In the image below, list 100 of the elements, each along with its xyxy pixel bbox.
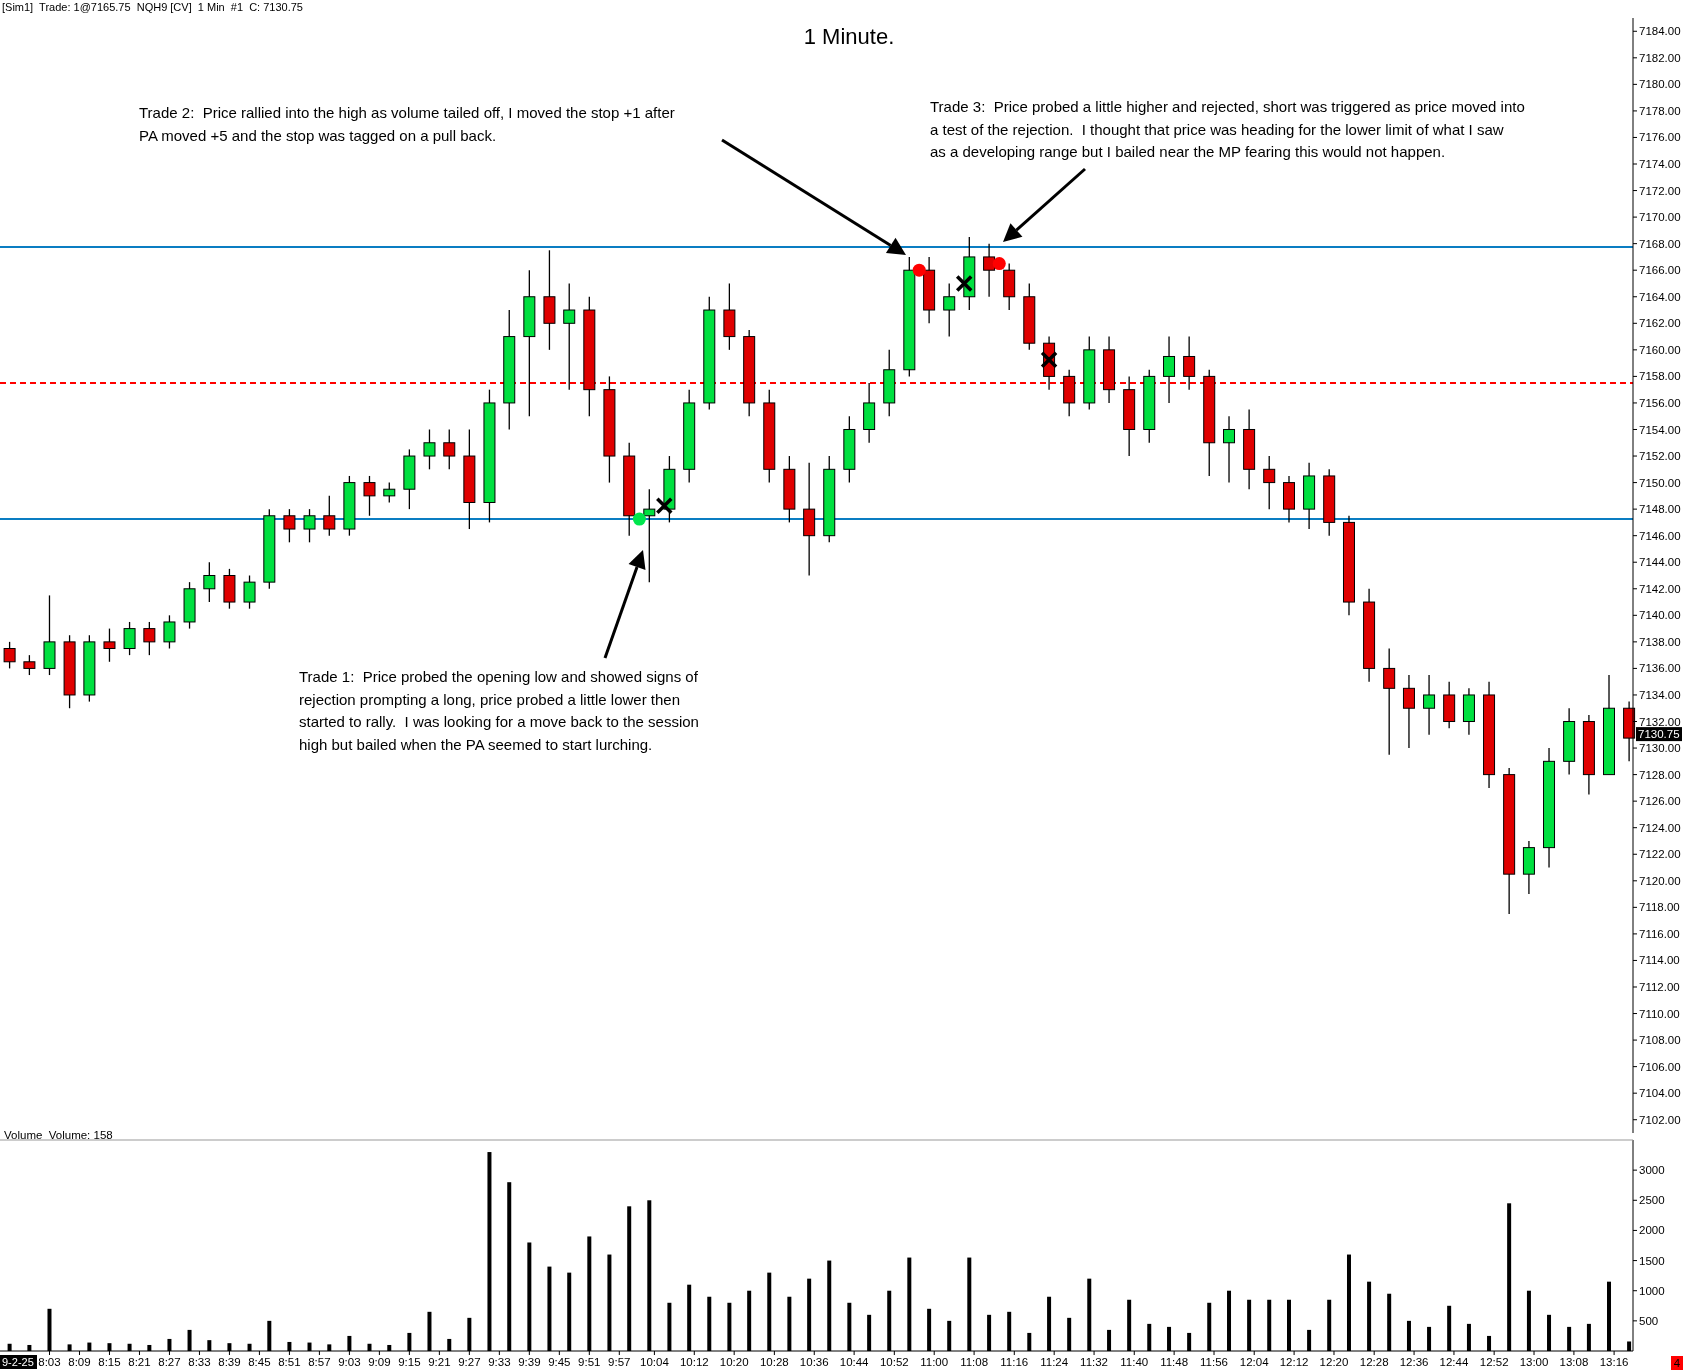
x-tick-label: 8:57 (308, 1356, 331, 1368)
candlestick (363, 475, 376, 517)
x-tick-label: 10:28 (759, 1356, 789, 1368)
x-tick-label: 11:40 (1120, 1356, 1149, 1368)
y-tick-label: 7172.00 (1639, 184, 1681, 197)
candlestick (423, 428, 436, 470)
x-tick-label: 12:20 (1319, 1356, 1349, 1368)
y-tick-label: 7138.00 (1639, 635, 1681, 648)
point (1040, 351, 1058, 369)
candlestick (323, 495, 336, 537)
candlestick (1183, 335, 1196, 391)
x-tick-label: 8:21 (128, 1356, 151, 1368)
annotation: Trade 2: Price rallied into the high as volume tailed off, I moved the stop +1 after PA moved +5 and the stop was tagged on a pull back. (139, 104, 675, 144)
y-tick-label: 7182.00 (1639, 51, 1681, 64)
candlestick (203, 561, 216, 603)
x-tick-label: 9:39 (518, 1356, 541, 1368)
y-tick-label: 7164.00 (1639, 290, 1681, 303)
candlestick (383, 481, 396, 504)
candlestick (1163, 335, 1176, 404)
y-tick-label: 1500 (1639, 1254, 1665, 1267)
y-tick-label: 7140.00 (1639, 609, 1681, 622)
y-tick-label: 7156.00 (1639, 396, 1681, 409)
x-tick-label: 13:16 (1599, 1356, 1629, 1368)
x-tick-label: 13:08 (1559, 1356, 1589, 1368)
text: [Sim1] Trade: 1@7165.75 NQH9 [CV] 1 Min #1 C: 7130.75 (2, 1, 303, 13)
y-tick-label: 7134.00 (1639, 688, 1681, 701)
x-tick-label: 8:33 (188, 1356, 211, 1368)
x-tick-label: 10:04 (640, 1356, 670, 1368)
y-tick-label: 7136.00 (1639, 662, 1681, 675)
y-tick-label: 7144.00 (1639, 556, 1681, 569)
y-tick-label: 7126.00 (1639, 795, 1681, 808)
text: 4 (1673, 1357, 1681, 1369)
candlestick (103, 627, 116, 663)
y-tick-label: 7150.00 (1639, 476, 1681, 489)
candlestick (983, 243, 996, 298)
y-tick-label: 7122.00 (1639, 848, 1681, 861)
y-tick-label: 7146.00 (1639, 529, 1681, 542)
y-tick-label: 7168.00 (1639, 237, 1681, 250)
point (992, 257, 1006, 271)
y-tick-label: 7102.00 (1639, 1113, 1681, 1126)
candlestick (1223, 415, 1236, 484)
x-tick-label: 12:36 (1399, 1356, 1429, 1368)
candlestick (3, 641, 16, 670)
x-tick-label: 11:00 (920, 1356, 949, 1368)
chart-title: Volume Volume: 158 (4, 1129, 113, 1141)
x-tick-label: 8:15 (98, 1356, 121, 1368)
chart-title: 1 Minute. (803, 24, 895, 49)
x-tick-label: 8:27 (158, 1356, 181, 1368)
x-tick-label: 10:12 (679, 1356, 709, 1368)
y-tick-label: 7114.00 (1639, 954, 1680, 967)
annotation: Trade 1: Price probed the opening low and showed signs of rejection prompting a long, price probed a little lower then started to rally. I was looking for a move back to the session high but bailed when the PA seemed to start lurching. (299, 668, 699, 753)
y-tick-label: 7142.00 (1639, 582, 1681, 595)
x-tick-label: 11:08 (960, 1356, 989, 1368)
x-tick-label: 9:57 (608, 1356, 631, 1368)
point (655, 497, 674, 515)
y-tick-label: 1000 (1639, 1284, 1665, 1297)
candlestick (1383, 647, 1396, 756)
x-tick-label: 12:28 (1359, 1356, 1389, 1368)
y-tick-label: 7148.00 (1639, 503, 1681, 516)
x-tick-label: 9:21 (428, 1356, 451, 1368)
candlestick (23, 654, 36, 676)
x-tick-label: 8:03 (38, 1356, 61, 1368)
candlestick (1402, 674, 1415, 749)
y-tick-label: 7180.00 (1639, 78, 1681, 91)
candlestick (943, 282, 956, 338)
x-tick-label: 12:52 (1479, 1356, 1509, 1368)
x-tick-label: 10:20 (719, 1356, 749, 1368)
y-tick-label: 7158.00 (1639, 370, 1681, 383)
y-tick-label: 7132.00 (1639, 715, 1681, 728)
y-tick-label: 500 (1639, 1314, 1659, 1327)
y-tick-label: 7124.00 (1639, 821, 1681, 834)
point (912, 263, 926, 277)
y-tick-label: 7108.00 (1639, 1034, 1681, 1047)
y-tick-label: 7120.00 (1639, 874, 1681, 887)
x-tick-label: 12:04 (1239, 1356, 1270, 1368)
x-tick-label: 9:45 (548, 1356, 571, 1368)
candlestick (123, 621, 136, 656)
x-tick-label: 11:16 (1000, 1356, 1029, 1368)
x-tick-label: 9:33 (488, 1356, 511, 1368)
x-tick-label: 9:09 (368, 1356, 391, 1368)
y-tick-label: 7154.00 (1639, 423, 1681, 436)
x-tick-label: 10:52 (879, 1356, 909, 1368)
x-tick-label: 8:45 (248, 1356, 271, 1368)
point (632, 512, 646, 526)
text: 9-2-25 (2, 1356, 34, 1368)
y-tick-label: 7152.00 (1639, 450, 1681, 463)
text: 7130.75 (1638, 728, 1680, 741)
x-tick-label: 12:44 (1439, 1356, 1469, 1368)
y-tick-label: 7130.00 (1639, 742, 1681, 755)
candlestick (303, 508, 316, 543)
x-tick-label: 11:48 (1160, 1356, 1189, 1368)
x-tick-label: 12:12 (1279, 1356, 1309, 1368)
y-tick-label: 7128.00 (1639, 768, 1681, 781)
y-tick-label: 7104.00 (1639, 1087, 1681, 1100)
x-tick-label: 10:36 (799, 1356, 829, 1368)
y-tick-label: 2500 (1639, 1194, 1665, 1207)
candlestick (283, 508, 296, 543)
y-tick-label: 7106.00 (1639, 1060, 1681, 1073)
candlestick (563, 282, 576, 391)
x-tick-label: 9:15 (398, 1356, 421, 1368)
